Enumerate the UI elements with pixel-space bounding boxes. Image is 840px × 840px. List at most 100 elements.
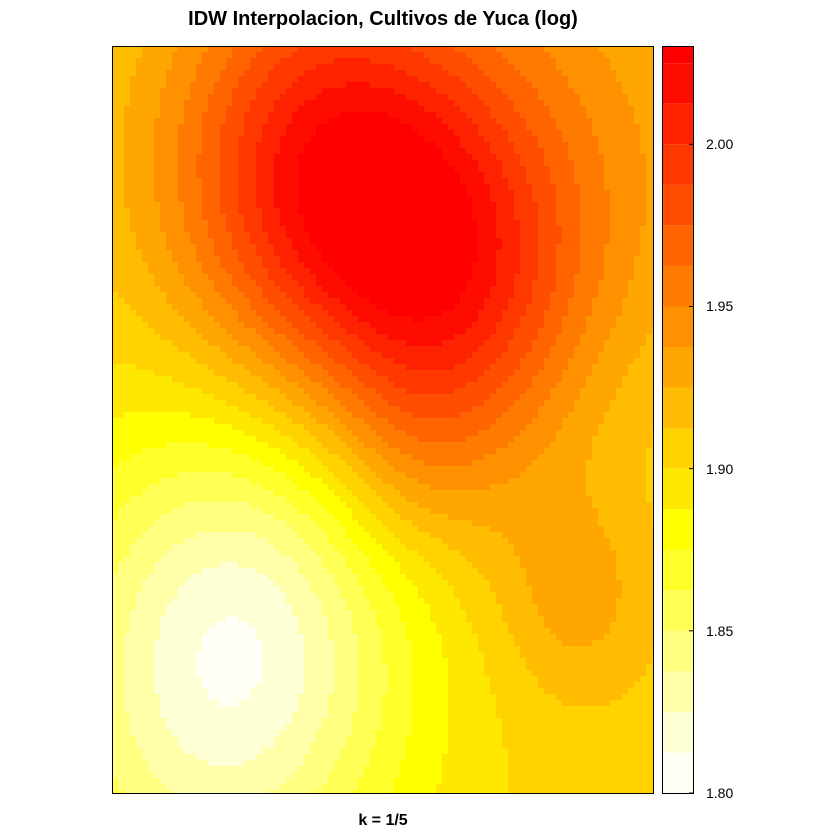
heatmap-cell — [178, 196, 185, 203]
heatmap-cell — [244, 220, 251, 227]
heatmap-cell — [508, 358, 515, 365]
heatmap-cell — [268, 328, 275, 335]
heatmap-cell — [550, 88, 557, 95]
heatmap-cell — [454, 304, 461, 311]
heatmap-cell — [478, 148, 485, 155]
heatmap-cell — [562, 52, 569, 59]
heatmap-cell — [472, 334, 479, 341]
heatmap-cell — [304, 370, 311, 377]
heatmap-cell — [544, 124, 551, 131]
heatmap-cell — [148, 58, 155, 65]
heatmap-cell — [364, 94, 371, 101]
heatmap-cell — [538, 202, 545, 209]
heatmap-cell — [412, 250, 419, 257]
heatmap-cell — [544, 364, 551, 371]
heatmap-cell — [580, 298, 587, 305]
heatmap-cell — [226, 298, 233, 305]
heatmap-cell — [202, 178, 209, 185]
heatmap-cell — [586, 226, 593, 233]
heatmap-cell — [592, 46, 599, 53]
heatmap-cell — [280, 304, 287, 311]
heatmap-cell — [214, 316, 221, 323]
heatmap-cell — [580, 94, 587, 101]
heatmap-cell — [160, 220, 167, 227]
heatmap-cell — [124, 196, 131, 203]
heatmap-cell — [346, 82, 353, 89]
heatmap-cell — [292, 244, 299, 251]
heatmap-cell — [190, 352, 197, 359]
heatmap-cell — [118, 178, 125, 185]
heatmap-cell — [478, 358, 485, 365]
heatmap-cell — [328, 184, 335, 191]
heatmap-cell — [208, 358, 215, 365]
heatmap-cell — [214, 358, 221, 365]
heatmap-cell — [262, 166, 269, 173]
heatmap-cell — [604, 190, 611, 197]
heatmap-cell — [472, 58, 479, 65]
heatmap-cell — [196, 184, 203, 191]
heatmap-cell — [316, 232, 323, 239]
heatmap-cell — [436, 136, 443, 143]
heatmap-cell — [364, 370, 371, 377]
heatmap-cell — [610, 286, 617, 293]
heatmap-cell — [262, 256, 269, 263]
heatmap-cell — [172, 196, 179, 203]
heatmap-cell — [202, 256, 209, 263]
heatmap-cell — [634, 316, 641, 323]
heatmap-cell — [376, 118, 383, 125]
heatmap-cell — [382, 58, 389, 65]
heatmap-cell — [370, 160, 377, 167]
heatmap-cell — [124, 256, 131, 263]
heatmap-cell — [544, 106, 551, 113]
heatmap-cell — [202, 58, 209, 65]
heatmap-cell — [268, 238, 275, 245]
heatmap-cell — [130, 100, 137, 107]
heatmap-cell — [220, 64, 227, 71]
heatmap-cell — [352, 124, 359, 131]
heatmap-cell — [610, 178, 617, 185]
heatmap-cell — [310, 244, 317, 251]
heatmap-cell — [298, 46, 305, 53]
heatmap-cell — [430, 214, 437, 221]
heatmap-cell — [358, 304, 365, 311]
heatmap-cell — [112, 280, 119, 287]
heatmap-cell — [250, 58, 257, 65]
heatmap-cell — [226, 358, 233, 365]
heatmap-cell — [454, 100, 461, 107]
heatmap-cell — [238, 328, 245, 335]
heatmap-cell — [262, 148, 269, 155]
heatmap-cell — [400, 220, 407, 227]
heatmap-cell — [268, 136, 275, 143]
heatmap-cell — [136, 154, 143, 161]
heatmap-cell — [334, 52, 341, 59]
heatmap-cell — [544, 208, 551, 215]
heatmap-cell — [244, 370, 251, 377]
heatmap-cell — [142, 322, 149, 329]
heatmap-cell — [280, 46, 287, 53]
heatmap-cell — [232, 70, 239, 77]
heatmap-cell — [136, 232, 143, 239]
heatmap-cell — [436, 160, 443, 167]
heatmap-cell — [538, 178, 545, 185]
heatmap-cell — [622, 310, 629, 317]
heatmap-cell — [238, 238, 245, 245]
heatmap-cell — [346, 370, 353, 377]
heatmap-cell — [568, 148, 575, 155]
heatmap-cell — [616, 64, 623, 71]
heatmap-cell — [190, 142, 197, 149]
heatmap-cell — [442, 178, 449, 185]
heatmap-cell — [646, 190, 653, 197]
heatmap-cell — [130, 364, 137, 371]
heatmap-cell — [424, 88, 431, 95]
heatmap-cell — [214, 292, 221, 299]
heatmap-cell — [550, 298, 557, 305]
heatmap-cell — [322, 64, 329, 71]
heatmap-cell — [316, 136, 323, 143]
heatmap-cell — [472, 286, 479, 293]
heatmap-cell — [574, 370, 581, 377]
heatmap-cell — [238, 52, 245, 59]
heatmap-cell — [196, 352, 203, 359]
heatmap-cell — [412, 196, 419, 203]
heatmap-cell — [352, 94, 359, 101]
heatmap-cell — [172, 286, 179, 293]
